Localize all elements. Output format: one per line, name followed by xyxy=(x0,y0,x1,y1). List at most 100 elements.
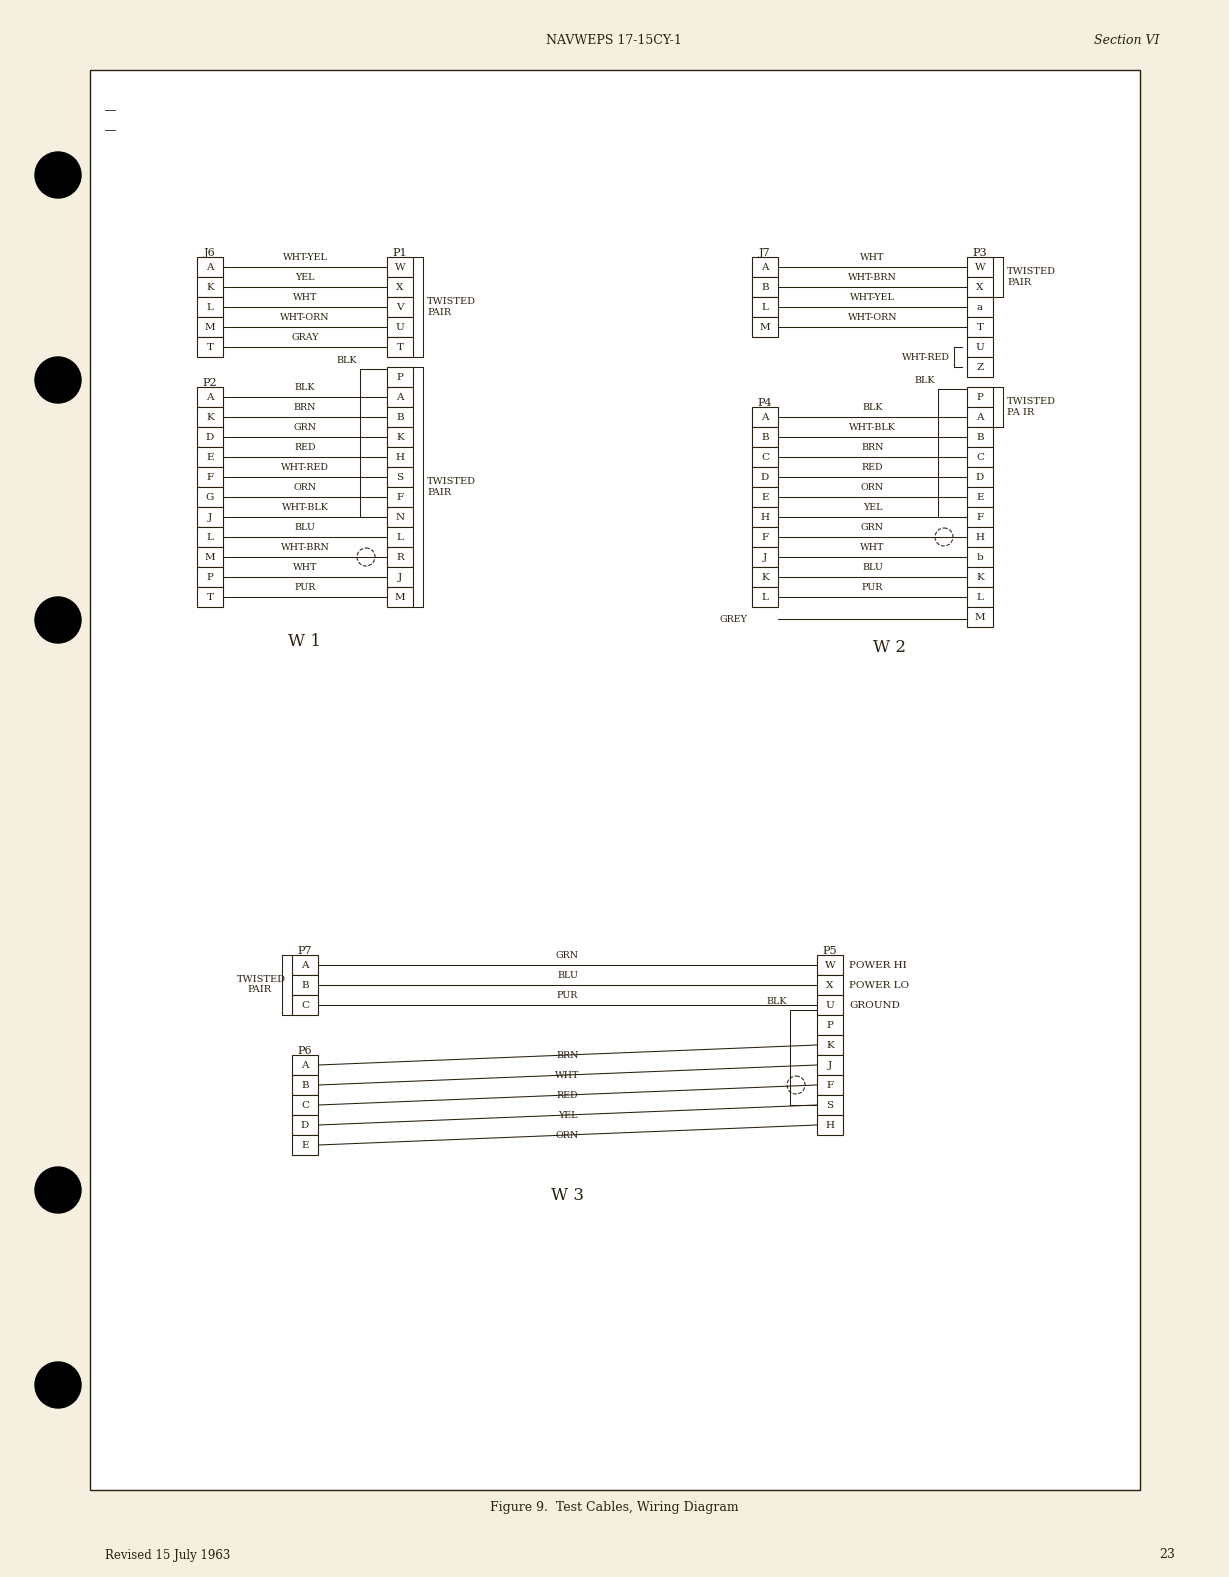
Text: E: E xyxy=(301,1140,308,1150)
Bar xyxy=(197,487,222,506)
Text: G: G xyxy=(205,492,214,501)
Text: PUR: PUR xyxy=(557,990,578,1000)
Bar xyxy=(967,446,993,467)
Bar xyxy=(387,257,413,278)
Text: WHT-BLK: WHT-BLK xyxy=(849,423,896,432)
Text: W: W xyxy=(825,960,836,970)
Text: C: C xyxy=(976,453,984,462)
Bar xyxy=(387,296,413,317)
Text: W 3: W 3 xyxy=(551,1186,584,1203)
Text: B: B xyxy=(301,1080,308,1090)
Text: H: H xyxy=(396,453,404,462)
Text: V: V xyxy=(396,303,404,312)
Bar xyxy=(967,407,993,427)
Bar xyxy=(293,1055,318,1076)
Text: 23: 23 xyxy=(1159,1549,1175,1561)
Text: E: E xyxy=(206,453,214,462)
Circle shape xyxy=(34,151,81,199)
Text: X: X xyxy=(976,282,983,292)
Text: ORN: ORN xyxy=(294,483,317,492)
Circle shape xyxy=(34,356,81,404)
Bar xyxy=(817,956,843,975)
Text: BRN: BRN xyxy=(862,443,884,453)
Text: H: H xyxy=(976,533,984,541)
Bar xyxy=(197,427,222,446)
Text: GRN: GRN xyxy=(862,524,884,531)
Bar xyxy=(752,296,778,317)
Bar xyxy=(752,317,778,337)
Text: A: A xyxy=(396,393,404,402)
Text: A: A xyxy=(206,393,214,402)
Text: POWER HI: POWER HI xyxy=(849,960,907,970)
Text: F: F xyxy=(976,513,983,522)
Bar xyxy=(967,527,993,547)
Text: WHT: WHT xyxy=(556,1071,580,1080)
Bar xyxy=(817,1055,843,1076)
Text: M: M xyxy=(205,323,215,331)
Bar xyxy=(387,278,413,296)
Bar xyxy=(197,547,222,568)
Text: C: C xyxy=(301,1101,308,1110)
Text: F: F xyxy=(826,1080,833,1090)
Text: WHT-YEL: WHT-YEL xyxy=(283,252,327,262)
Text: C: C xyxy=(301,1000,308,1009)
Text: J7: J7 xyxy=(760,248,771,259)
Bar xyxy=(752,487,778,506)
Bar xyxy=(967,607,993,628)
Text: P: P xyxy=(977,393,983,402)
Text: N: N xyxy=(396,513,404,522)
Circle shape xyxy=(34,598,81,643)
Bar xyxy=(197,506,222,527)
Bar xyxy=(752,467,778,487)
Bar xyxy=(387,487,413,506)
Text: W 2: W 2 xyxy=(874,639,907,656)
Text: D: D xyxy=(976,473,984,481)
Text: TWISTED
PA IR: TWISTED PA IR xyxy=(1007,397,1056,416)
Text: POWER LO: POWER LO xyxy=(849,981,909,989)
Text: P3: P3 xyxy=(972,248,987,259)
Text: WHT: WHT xyxy=(293,563,317,572)
Bar xyxy=(197,527,222,547)
Text: J: J xyxy=(763,552,767,561)
Text: K: K xyxy=(826,1041,833,1050)
Bar xyxy=(817,1094,843,1115)
Bar xyxy=(90,69,1141,1490)
Bar xyxy=(967,467,993,487)
Bar xyxy=(967,257,993,278)
Text: PUR: PUR xyxy=(862,583,884,591)
Text: A: A xyxy=(761,413,769,421)
Bar xyxy=(387,506,413,527)
Text: A: A xyxy=(301,960,308,970)
Text: J6: J6 xyxy=(204,248,216,259)
Text: P: P xyxy=(827,1020,833,1030)
Bar xyxy=(293,956,318,975)
Text: M: M xyxy=(395,593,406,601)
Bar xyxy=(817,995,843,1016)
Bar xyxy=(197,337,222,356)
Text: D: D xyxy=(761,473,769,481)
Text: Z: Z xyxy=(976,363,983,372)
Bar xyxy=(752,446,778,467)
Text: GRN: GRN xyxy=(294,423,317,432)
Text: TWISTED
PAIR: TWISTED PAIR xyxy=(426,298,476,317)
Text: M: M xyxy=(760,323,771,331)
Bar xyxy=(967,356,993,377)
Text: WHT-ORN: WHT-ORN xyxy=(848,312,897,322)
Bar xyxy=(752,527,778,547)
Text: A: A xyxy=(301,1060,308,1069)
Bar xyxy=(752,278,778,296)
Text: H: H xyxy=(826,1121,834,1129)
Text: BLU: BLU xyxy=(295,524,316,531)
Bar xyxy=(752,257,778,278)
Circle shape xyxy=(34,1167,81,1213)
Bar xyxy=(387,317,413,337)
Text: W: W xyxy=(395,262,406,271)
Bar xyxy=(293,1076,318,1094)
Text: BLK: BLK xyxy=(914,375,935,385)
Text: PUR: PUR xyxy=(294,583,316,591)
Bar xyxy=(197,296,222,317)
Text: C: C xyxy=(761,453,769,462)
Text: RED: RED xyxy=(557,1091,579,1101)
Bar xyxy=(752,568,778,587)
Bar xyxy=(387,547,413,568)
